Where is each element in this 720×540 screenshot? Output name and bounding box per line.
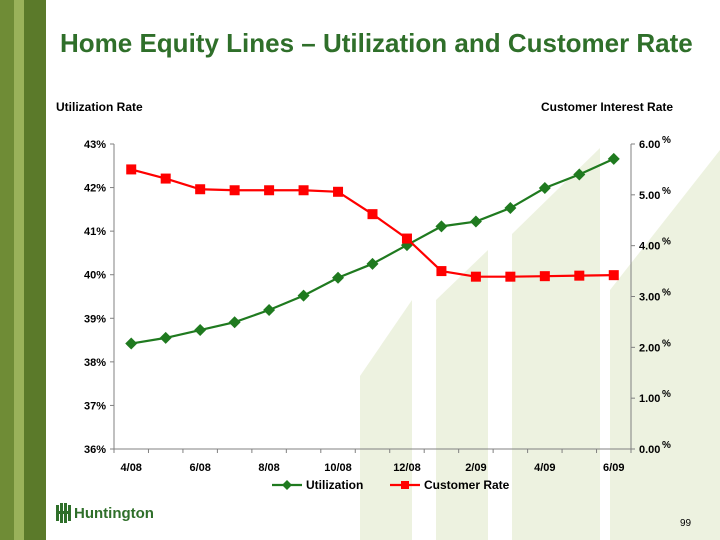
customer-rate-point: [195, 184, 206, 195]
utilization-point: [332, 271, 345, 284]
x-tick-label: 10/08: [324, 462, 352, 474]
utilization-point: [228, 316, 241, 329]
utilization-point: [435, 220, 448, 233]
customer-rate-point: [367, 209, 378, 220]
legend-marker: [401, 481, 409, 489]
utilization-point: [504, 202, 517, 215]
utilization-point: [573, 168, 586, 181]
decor-building: [360, 300, 412, 540]
legend-label: Utilization: [306, 478, 363, 492]
customer-rate-point: [436, 266, 447, 277]
utilization-point: [366, 257, 379, 270]
slide-title: Home Equity Lines – Utilization and Cust…: [60, 28, 693, 58]
left-tick-label: 42%: [84, 183, 106, 195]
utilization-point: [194, 324, 207, 337]
legend-marker: [282, 480, 292, 490]
x-tick-label: 2/09: [465, 462, 486, 474]
utilization-point: [125, 337, 138, 350]
decorative-side-bar: [0, 0, 46, 540]
right-tick-suffix: %: [662, 237, 671, 248]
right-tick-label: 0.00: [639, 444, 660, 456]
decor-building: [610, 150, 720, 540]
right-tick-suffix: %: [662, 389, 671, 400]
page-number: 99: [680, 518, 692, 529]
chart-series: [125, 152, 620, 350]
right-tick-suffix: %: [662, 440, 671, 451]
customer-rate-point: [264, 185, 275, 196]
left-tick-label: 37%: [84, 400, 106, 412]
right-tick-label: 2.00: [639, 342, 660, 354]
customer-rate-point: [229, 185, 240, 196]
x-tick-label: 12/08: [393, 462, 421, 474]
customer-rate-point: [126, 164, 137, 175]
left-tick-label: 36%: [84, 444, 106, 456]
brand-name: Huntington: [74, 505, 154, 522]
right-tick-suffix: %: [662, 338, 671, 349]
customer-rate-point: [505, 271, 516, 282]
side-bar-stripe: [24, 0, 46, 540]
customer-rate-point: [539, 271, 550, 282]
utilization-point: [469, 215, 482, 228]
utilization-point: [297, 289, 310, 302]
right-tick-suffix: %: [662, 288, 671, 299]
legend-label: Customer Rate: [424, 478, 510, 492]
utilization-point: [263, 304, 276, 317]
decor-building: [512, 148, 600, 540]
x-tick-label: 6/08: [189, 462, 210, 474]
right-tick-label: 1.00: [639, 393, 660, 405]
customer-rate-point: [160, 173, 171, 184]
decor-building: [436, 250, 488, 540]
customer-rate-point: [298, 185, 309, 196]
left-tick-label: 39%: [84, 313, 106, 325]
customer-rate-point: [401, 233, 412, 244]
utilization-point: [159, 331, 172, 344]
right-tick-label: 3.00: [639, 292, 660, 304]
huntington-logo-icon: [56, 503, 71, 523]
chart-legend: Utilization Customer Rate: [272, 478, 510, 492]
left-tick-label: 41%: [84, 226, 106, 238]
right-tick-label: 5.00: [639, 190, 660, 202]
left-tick-label: 40%: [84, 270, 106, 282]
left-tick-label: 38%: [84, 357, 106, 369]
right-tick-label: 6.00: [639, 139, 660, 151]
x-tick-label: 4/08: [121, 462, 142, 474]
customer-rate-point: [574, 270, 585, 281]
chart-axes: 36%37%38%39%40%41%42%43%0.00 %1.00 %2.00 %3…: [84, 135, 671, 474]
side-bar-stripe: [0, 0, 14, 540]
right-axis-title: Customer Interest Rate: [541, 100, 674, 114]
customer-rate-point: [608, 270, 619, 281]
x-tick-label: 8/08: [258, 462, 279, 474]
right-tick-label: 4.00: [639, 241, 660, 253]
background-building-decor: [360, 148, 720, 540]
left-axis-title: Utilization Rate: [56, 100, 143, 114]
left-tick-label: 43%: [84, 139, 106, 151]
x-tick-label: 4/09: [534, 462, 555, 474]
utilization-point: [607, 152, 620, 165]
right-tick-suffix: %: [662, 135, 671, 146]
utilization-point: [538, 182, 551, 195]
x-tick-label: 6/09: [603, 462, 624, 474]
customer-rate-point: [333, 186, 344, 197]
right-tick-suffix: %: [662, 186, 671, 197]
customer-rate-point: [470, 271, 481, 282]
side-bar-stripe: [14, 0, 24, 540]
